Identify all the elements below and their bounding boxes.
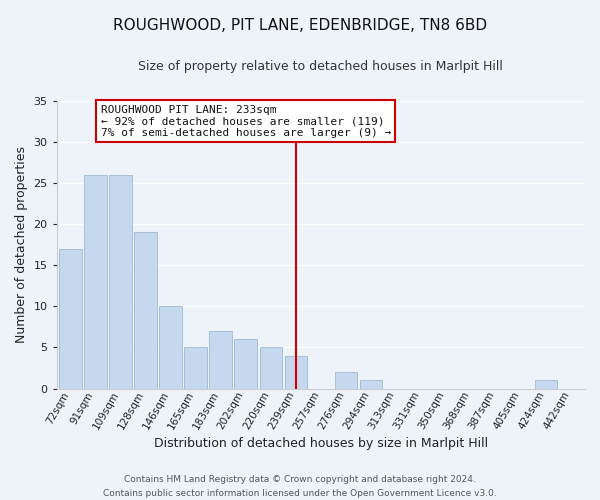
- Bar: [59, 248, 82, 388]
- Bar: [184, 348, 207, 389]
- X-axis label: Distribution of detached houses by size in Marlpit Hill: Distribution of detached houses by size …: [154, 437, 488, 450]
- Y-axis label: Number of detached properties: Number of detached properties: [15, 146, 28, 343]
- Bar: [84, 174, 107, 388]
- Bar: [284, 356, 307, 388]
- Title: Size of property relative to detached houses in Marlpit Hill: Size of property relative to detached ho…: [139, 60, 503, 73]
- Bar: [359, 380, 382, 388]
- Bar: [260, 348, 282, 389]
- Text: Contains HM Land Registry data © Crown copyright and database right 2024.
Contai: Contains HM Land Registry data © Crown c…: [103, 476, 497, 498]
- Bar: [160, 306, 182, 388]
- Bar: [335, 372, 357, 388]
- Text: ROUGHWOOD, PIT LANE, EDENBRIDGE, TN8 6BD: ROUGHWOOD, PIT LANE, EDENBRIDGE, TN8 6BD: [113, 18, 487, 32]
- Bar: [209, 331, 232, 388]
- Bar: [134, 232, 157, 388]
- Bar: [535, 380, 557, 388]
- Bar: [109, 174, 132, 388]
- Text: ROUGHWOOD PIT LANE: 233sqm
← 92% of detached houses are smaller (119)
7% of semi: ROUGHWOOD PIT LANE: 233sqm ← 92% of deta…: [101, 104, 391, 138]
- Bar: [235, 339, 257, 388]
